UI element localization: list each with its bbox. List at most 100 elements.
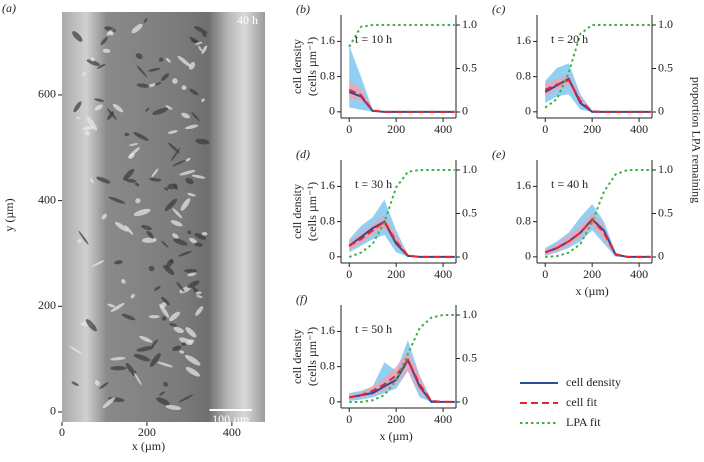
cell [194,242,203,247]
cell [134,182,140,187]
y-tick-label: 0 [329,104,335,118]
cell [185,366,200,377]
cell [130,293,135,299]
annotation: t = 20 h [551,32,588,46]
cell [68,345,83,355]
panel-label: (c) [492,2,505,16]
cell [173,238,188,246]
y2-tick-label: 1.0 [462,17,477,31]
y-tick-label: 0.8 [320,68,335,82]
cell [151,339,158,348]
y2-tick-label: 0.5 [462,350,477,364]
y2-axis-label: proportion LPA remaining [689,77,703,203]
cell [181,112,190,119]
cell [129,143,139,146]
cell [86,59,100,66]
y-tick-label: 0 [525,104,531,118]
cell [157,361,174,368]
y2-tick-label: 0.5 [658,60,673,74]
cell [136,83,150,88]
cell [201,231,208,236]
cell [179,286,191,294]
cell [187,272,197,277]
cell [112,103,124,113]
cell [201,45,208,55]
scale-label: 100 µm [212,412,250,426]
cell [78,230,89,245]
cell [90,57,95,62]
y-tick-label: 0.8 [320,358,335,372]
cell [96,63,106,69]
y-tick-label: 0 [329,249,335,263]
y-tick-label: 0 [50,404,56,418]
cell [176,281,185,293]
cell [187,192,196,197]
y-axis-label: (cells µm⁻¹) [305,182,319,241]
cell [152,107,168,116]
series-line [348,24,455,48]
x-axis-label: x (µm) [132,439,165,453]
cell [133,372,142,386]
x-tick-label: 200 [583,267,601,281]
cell [94,98,105,102]
series-line [349,358,455,403]
cell [102,48,111,54]
y-tick-label: 0.8 [320,213,335,227]
cell [107,303,116,308]
y-tick-label: 400 [38,192,56,206]
cell [104,26,117,33]
cell [163,381,168,387]
x-tick-label: 200 [387,122,405,136]
x-tick-label: 200 [387,267,405,281]
cell [84,130,90,136]
cell [195,306,204,316]
cell [179,169,196,176]
x-axis-label: x (µm) [380,429,413,443]
x-tick-label: 200 [583,122,601,136]
cell [159,391,165,396]
panel-label: (a) [2,1,16,15]
cell [161,73,170,81]
series-line [348,220,455,258]
x-axis-label: x (µm) [576,284,609,298]
cell [77,239,82,244]
cell [165,405,182,410]
cell [141,224,152,231]
cell [196,294,203,298]
y-tick-label: 1.6 [516,178,531,192]
cell [82,71,87,76]
cell [181,342,187,346]
x-tick-label: 0 [346,122,352,136]
cell [85,319,97,332]
series-line [348,169,455,258]
cell [185,177,194,185]
microscopy-image [62,12,265,422]
y-tick-label: 0.8 [516,213,531,227]
panel-label: (e) [492,147,505,161]
annotation: t = 40 h [551,177,588,191]
cell [96,176,111,184]
y-tick-label: 1.6 [516,33,531,47]
y-axis-label: (cells µm⁻¹) [305,37,319,96]
cell [135,198,141,204]
y2-tick-label: 1.0 [658,17,673,31]
cell [124,132,130,137]
cell [110,357,126,361]
x-tick-label: 200 [387,412,405,426]
cell [187,280,200,289]
cell [110,302,125,312]
y2-tick-label: 0 [462,104,468,118]
y2-tick-label: 0 [658,104,664,118]
x-tick-label: 0 [542,122,548,136]
cell [168,311,181,322]
cell [198,45,203,52]
y2-tick-label: 1.0 [462,307,477,321]
y2-tick-label: 0.5 [658,205,673,219]
cell [158,57,164,62]
cell [145,107,150,112]
cell [169,323,178,327]
cell [167,130,178,134]
x-tick-label: 200 [138,425,156,439]
cell [166,258,174,268]
cell [114,221,129,232]
